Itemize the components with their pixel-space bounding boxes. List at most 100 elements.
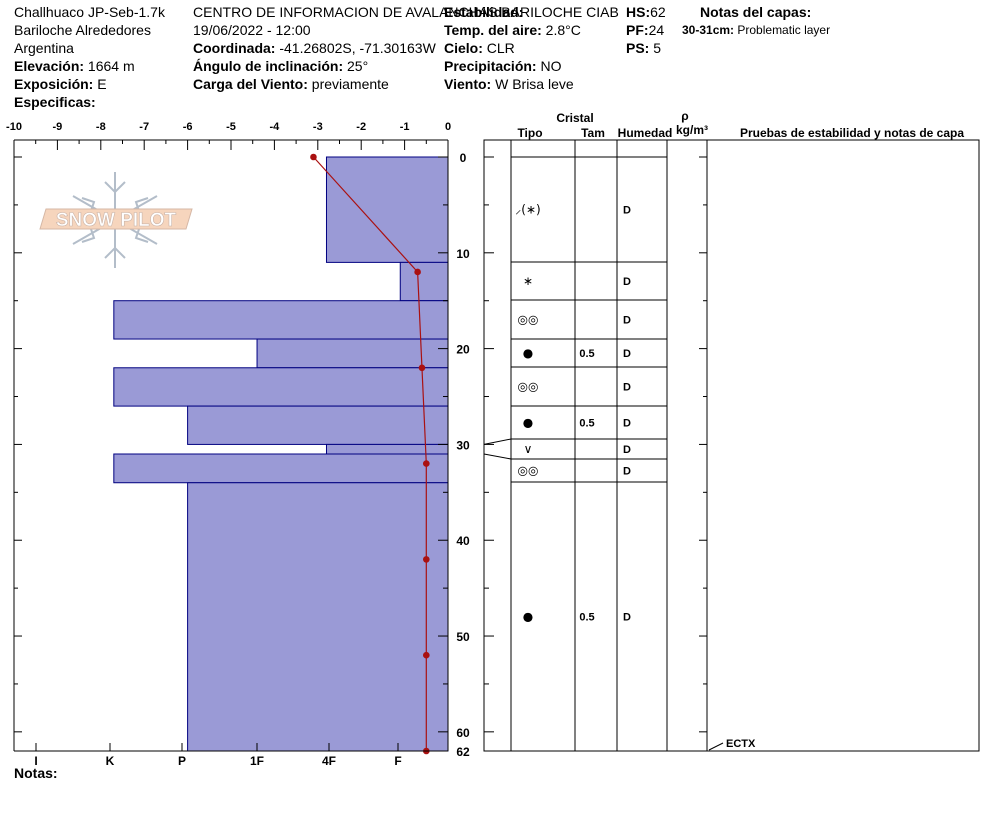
air-temperature-label: Temp. del aire: bbox=[444, 22, 542, 38]
depth-tick-label: 30 bbox=[456, 438, 470, 452]
hardness-bar bbox=[325, 156, 449, 263]
coordinates: Coordinada: -41.26802S, -71.30163W bbox=[193, 39, 436, 57]
temp-tick-label: -4 bbox=[270, 121, 281, 133]
temperature-point bbox=[423, 556, 430, 563]
grain-type-icon: ● bbox=[523, 346, 533, 360]
air-temperature: Temp. del aire: 2.8°C bbox=[444, 21, 581, 39]
precipitation-label: Precipitación: bbox=[444, 58, 537, 74]
grain-size: 0.5 bbox=[579, 418, 594, 430]
header-density-unit: kg/m³ bbox=[676, 123, 708, 137]
slope-angle-label: Ángulo de inclinación: bbox=[193, 58, 344, 74]
depth-tick-label: 0 bbox=[460, 151, 467, 165]
moisture-value: D bbox=[623, 382, 631, 394]
temp-tick-label: -9 bbox=[53, 121, 63, 133]
pf-label: PF: bbox=[626, 22, 649, 38]
slope-angle-value: 25° bbox=[347, 58, 369, 74]
pf: PF:24 bbox=[626, 21, 664, 39]
specifics: Especificas: bbox=[14, 93, 96, 111]
site-name: Challhuaco JP-Seb-1.7k bbox=[14, 4, 165, 20]
snow-pilot-logo: SNOW PILOT bbox=[39, 172, 193, 268]
temp-tick-label: -6 bbox=[183, 121, 193, 133]
hardness-tick-label: K bbox=[106, 754, 115, 768]
layer-note-text: Problematic layer bbox=[737, 23, 831, 37]
row-connector bbox=[483, 453, 512, 460]
grain-type-icon: ◎◎ bbox=[518, 380, 539, 394]
temperature-point bbox=[418, 364, 426, 372]
temp-tick-label: -2 bbox=[356, 121, 366, 133]
hardness-bar bbox=[325, 443, 449, 455]
hardness-bar bbox=[113, 300, 449, 340]
ps-value: 5 bbox=[653, 40, 662, 56]
grain-type-icon: ◎◎ bbox=[518, 464, 539, 478]
hardness-bar bbox=[399, 261, 449, 302]
header-cristal: Cristal bbox=[556, 111, 593, 125]
region: Bariloche Alrededores bbox=[14, 22, 151, 38]
hardness-bar bbox=[187, 482, 449, 752]
ps: PS: 5 bbox=[626, 39, 661, 57]
grain-type-icon: ● bbox=[523, 610, 533, 624]
row-connector bbox=[483, 438, 512, 445]
elevation-label: Elevación: bbox=[14, 58, 85, 74]
temp-tick-label: -3 bbox=[313, 121, 323, 133]
logo-text: SNOW PILOT bbox=[56, 210, 177, 231]
grain-size: 0.5 bbox=[579, 612, 594, 624]
hardness-tick-label: 1F bbox=[250, 754, 264, 768]
hardness-bar bbox=[187, 405, 449, 445]
pf-value: 24 bbox=[648, 22, 665, 38]
hardness-tick-label: P bbox=[178, 754, 186, 768]
hardness-tick-label: I bbox=[34, 754, 37, 768]
specifics-label: Especificas: bbox=[14, 94, 96, 110]
test-pointer bbox=[708, 742, 724, 751]
precipitation-value: NO bbox=[540, 58, 562, 74]
grain-type-icon: ⸝(∗) bbox=[515, 203, 540, 217]
temp-tick-label: -7 bbox=[139, 121, 149, 133]
temp-tick-label: -10 bbox=[6, 121, 22, 133]
hardness-bar bbox=[256, 338, 449, 369]
wind-value: W Brisa leve bbox=[495, 76, 574, 92]
sky-value: CLR bbox=[486, 40, 515, 56]
moisture-value: D bbox=[623, 348, 631, 360]
moisture-value: D bbox=[623, 612, 631, 624]
moisture-value: D bbox=[623, 315, 631, 327]
temperature-point bbox=[414, 268, 421, 276]
moisture-value: D bbox=[623, 444, 631, 456]
moisture-value: D bbox=[623, 276, 631, 288]
layer-notes-title-text: Notas del capas: bbox=[700, 4, 812, 20]
depth-tick-label: 20 bbox=[456, 343, 470, 357]
stability: Estabilidad: bbox=[444, 3, 523, 21]
temp-tick-label: -8 bbox=[96, 121, 106, 133]
moisture-value: D bbox=[623, 466, 631, 478]
temperature-point bbox=[310, 153, 317, 161]
ps-label: PS: bbox=[626, 40, 650, 56]
footer-notes-label: Notas: bbox=[14, 765, 58, 781]
exposure-value: E bbox=[97, 76, 107, 92]
header-tipo: Tipo bbox=[517, 126, 542, 140]
wind-loading-value: previamente bbox=[311, 76, 389, 92]
header-humedad: Humedad bbox=[618, 126, 673, 140]
temperature-point bbox=[423, 460, 430, 467]
hs-value: 62 bbox=[650, 4, 666, 20]
hs-label: HS: bbox=[626, 4, 651, 20]
temp-tick-label: 0 bbox=[445, 121, 451, 133]
temperature-point bbox=[423, 651, 430, 659]
slope-angle: Ángulo de inclinación: 25° bbox=[193, 57, 368, 75]
depth-tick-label: 50 bbox=[456, 630, 470, 644]
hs: HS:62 bbox=[626, 3, 666, 21]
wind-loading: Carga del Viento: previamente bbox=[193, 75, 389, 93]
layer-notes-title: Notas del capas: bbox=[700, 3, 811, 21]
grain-type-icon: ∨ bbox=[524, 442, 533, 456]
layer-note-range: 30-31cm: bbox=[682, 23, 735, 37]
wind-label: Viento: bbox=[444, 76, 492, 92]
sky: Cielo: CLR bbox=[444, 39, 515, 57]
exposure: Exposición: E bbox=[14, 75, 107, 93]
header-rho: ρ bbox=[681, 109, 688, 123]
datetime: 19/06/2022 - 12:00 bbox=[193, 22, 311, 38]
temp-tick-label: -5 bbox=[226, 121, 236, 133]
layer-table: Cristal Tipo Tam Humedad ρkg/m³ Pruebas de es… bbox=[483, 109, 980, 752]
hardness-tick-label: 4F bbox=[322, 754, 336, 768]
wind: Viento: W Brisa leve bbox=[444, 75, 574, 93]
table-frame bbox=[483, 139, 980, 752]
test-result: ECTX bbox=[726, 738, 756, 750]
elevation: Elevación: 1664 m bbox=[14, 57, 135, 75]
